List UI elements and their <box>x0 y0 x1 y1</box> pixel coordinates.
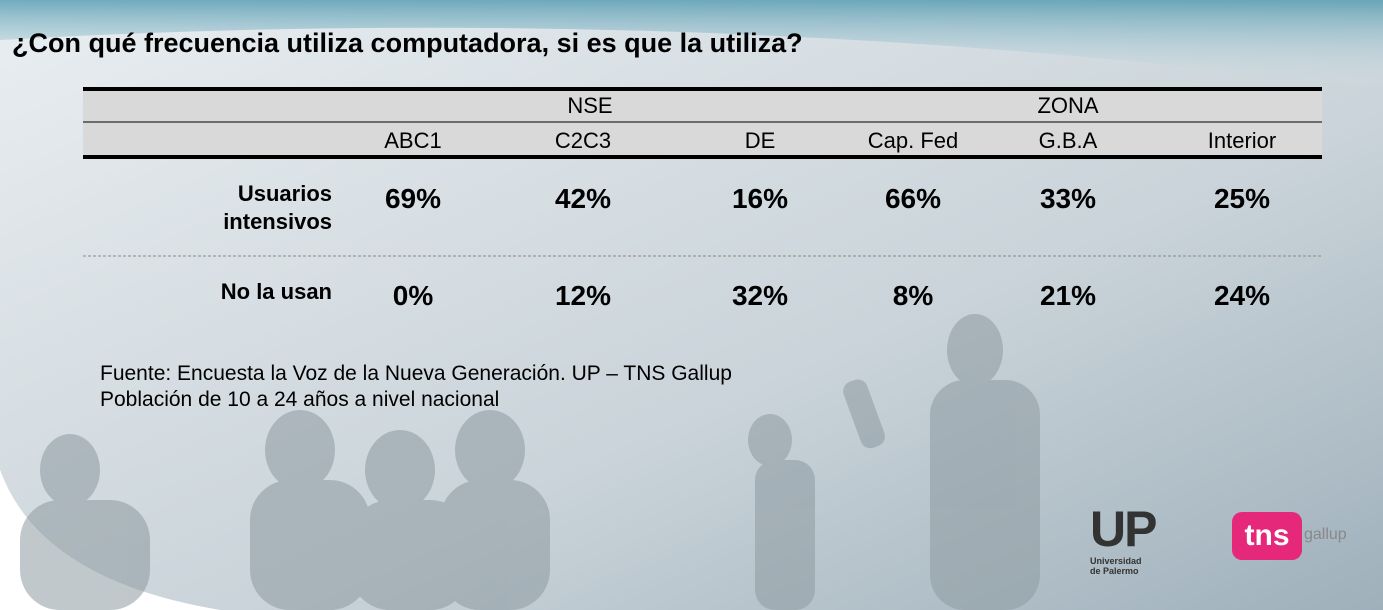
cell: 12% <box>554 280 612 311</box>
cell: 69% <box>384 183 442 214</box>
cell: 25% <box>1213 183 1271 214</box>
up-logo: UP <box>1090 501 1157 557</box>
column-header: G.B.A <box>1038 128 1098 153</box>
column-header: C2C3 <box>554 128 612 153</box>
title: ¿Con qué frecuencia utiliza computadora,… <box>12 28 803 58</box>
column-header: DE <box>744 128 776 153</box>
cell: 16% <box>731 183 789 214</box>
cell: 8% <box>892 280 934 311</box>
source: Fuente: Encuesta la Voz de la Nueva Gene… <box>100 362 732 385</box>
cell: 21% <box>1039 280 1097 311</box>
cell: 66% <box>884 183 942 214</box>
cell: 42% <box>554 183 612 214</box>
gallup-logo: gallup <box>1304 526 1347 543</box>
column-header: ABC1 <box>384 128 442 153</box>
tns-logo: tns <box>1232 512 1302 560</box>
group-header: ZONA <box>1037 93 1099 118</box>
cell: 0% <box>392 280 434 311</box>
cell: 33% <box>1039 183 1097 214</box>
group-header: NSE <box>567 93 613 118</box>
up-sub-line: Universidad <box>1090 556 1142 566</box>
row-label: No la usan <box>220 279 332 304</box>
up-sub-line: de Palermo <box>1090 566 1139 576</box>
column-header: Interior <box>1207 128 1277 153</box>
cell: 24% <box>1213 280 1271 311</box>
up-sub: Universidad de Palermo <box>1090 556 1142 576</box>
source: Población de 10 a 24 años a nivel nacion… <box>100 388 500 411</box>
row-label: Usuarios intensivos <box>223 181 332 234</box>
cell: 32% <box>731 280 789 311</box>
column-header: Cap. Fed <box>867 128 959 153</box>
